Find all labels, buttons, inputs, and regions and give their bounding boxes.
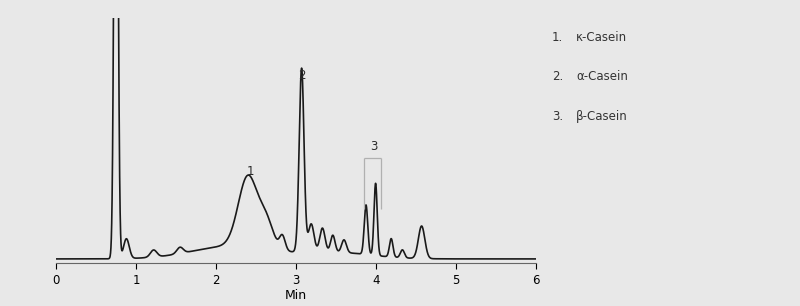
Text: 2: 2 xyxy=(298,69,306,82)
X-axis label: Min: Min xyxy=(285,289,307,302)
Text: β-Casein: β-Casein xyxy=(576,110,628,123)
Text: α-Casein: α-Casein xyxy=(576,70,628,83)
Text: 3.: 3. xyxy=(552,110,563,123)
Text: 1.: 1. xyxy=(552,31,563,43)
Text: 2.: 2. xyxy=(552,70,563,83)
Text: 1: 1 xyxy=(246,165,254,178)
Text: 3: 3 xyxy=(370,140,378,153)
Text: κ-Casein: κ-Casein xyxy=(576,31,627,43)
